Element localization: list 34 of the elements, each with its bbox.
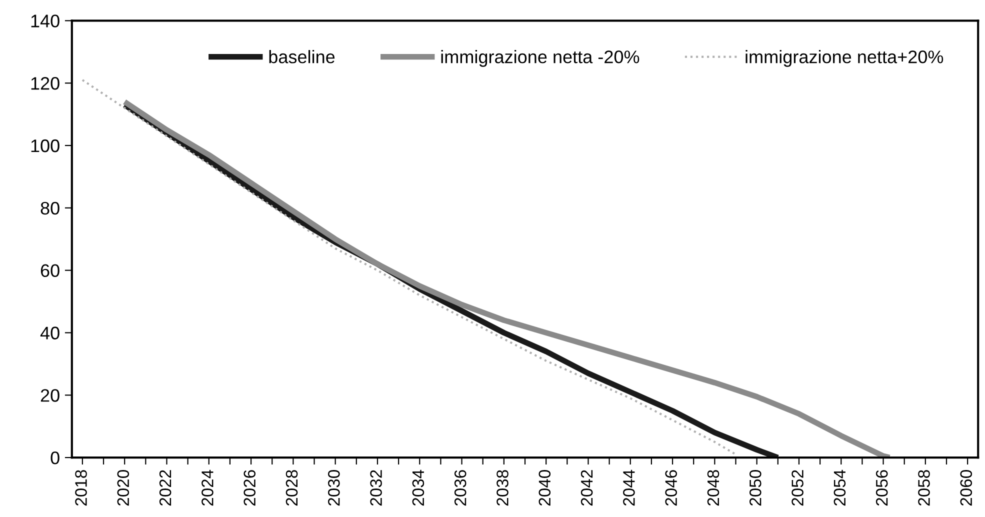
x-tick-label: 2058 [918,470,930,506]
y-tick-label: 80 [40,202,60,215]
x-tick-label: 2030 [328,470,340,506]
legend-label: baseline [269,50,335,64]
x-tick-label: 2050 [749,470,762,506]
x-tick-label: 2042 [580,470,593,506]
x-tick-label: 2048 [707,470,720,506]
x-tick-label: 2022 [159,470,172,506]
y-tick-label: 60 [40,264,60,278]
x-tick-label: 2046 [665,470,677,506]
y-tick-label: 0 [50,451,60,464]
legend-label: immigrazione netta+20% [746,50,944,67]
x-tick-label: 2018 [75,470,87,506]
x-tick-label: 2026 [244,470,256,506]
x-tick-label: 2036 [454,470,466,506]
x-tick-label: 2038 [496,470,508,506]
line-series [81,78,737,456]
x-tick-label: 2020 [117,470,130,506]
x-tick-label: 2054 [834,470,846,506]
x-tick-label: 2044 [623,470,635,506]
y-tick-label: 40 [40,326,60,340]
legend-label: immigrazione netta -20% [441,50,640,67]
x-tick-label: 2052 [792,470,804,506]
x-tick-label: 2024 [202,470,214,506]
y-tick-label: 100 [31,139,60,152]
x-tick-label: 2032 [370,470,382,506]
x-tick-label: 2040 [538,470,551,506]
x-tick-label: 2028 [286,470,298,506]
x-tick-label: 2034 [412,470,424,506]
y-tick-label: 120 [31,77,60,90]
x-tick-label: 2060 [960,470,972,506]
y-tick-label: 140 [31,14,60,28]
y-tick-label: 20 [40,389,60,402]
x-tick-label: 2056 [876,470,888,506]
